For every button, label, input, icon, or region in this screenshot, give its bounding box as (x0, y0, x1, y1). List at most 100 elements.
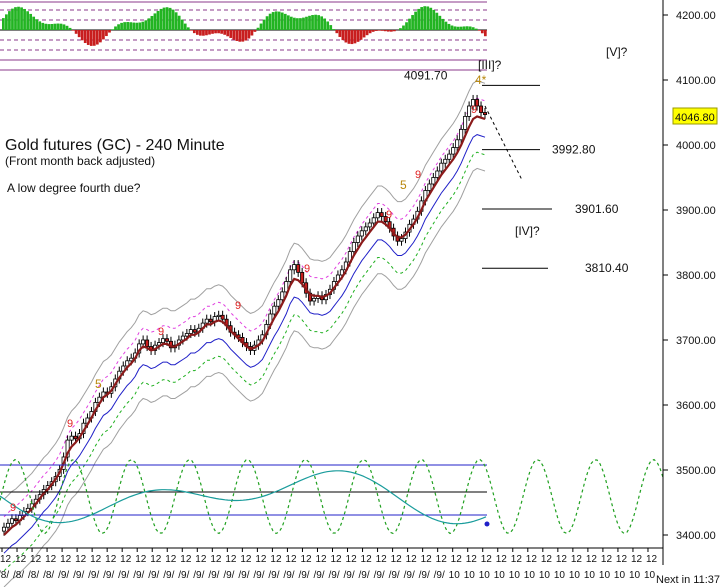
oscillator-bar (17, 6, 20, 31)
x-tick-label-2: 10 (494, 570, 506, 581)
oscillator-bar (335, 30, 339, 34)
oscillator-bar (450, 25, 454, 30)
oscillator-bar (326, 21, 330, 30)
count-9-f: 9 (386, 209, 392, 221)
footer-next: Next in 11:37 (656, 574, 720, 586)
oscillator-bar (211, 30, 214, 34)
oscillator-bar (202, 30, 205, 36)
oscillator-bar (438, 15, 442, 30)
oscillator-bar (147, 18, 151, 30)
oscillator-bar (329, 25, 333, 30)
oscillator-bar (232, 30, 236, 40)
chart-subtitle: (Front month back adjusted) (5, 154, 155, 168)
oscillator-bar (299, 18, 302, 30)
oscillator-bar (226, 30, 230, 37)
y-tick-label: 4100.00 (676, 75, 716, 87)
y-tick-label: 4200.00 (676, 10, 716, 22)
oscillator-bar (105, 30, 108, 37)
x-tick-label-2: /9/ (103, 570, 114, 581)
oscillator-bar (480, 30, 484, 34)
wave-label-4: 4* (475, 73, 487, 87)
oscillator-bar (262, 19, 266, 30)
wave-label-IV: [IV]? (515, 224, 540, 238)
level-label: 3810.40 (585, 261, 629, 275)
x-tick-label-2: /9/ (253, 570, 264, 581)
oscillator-bar (447, 23, 451, 30)
oscillator-bar (356, 30, 360, 42)
x-tick-label-2: /8/ (0, 570, 9, 581)
oscillator-bar (177, 15, 181, 30)
oscillator-bar (108, 30, 111, 33)
x-tick-label: 12 (15, 554, 27, 565)
oscillator-bar (123, 22, 126, 30)
oscillator-bar (47, 24, 51, 30)
oscillator-bar (65, 25, 69, 30)
x-tick-label: 12 (60, 554, 72, 565)
wave-label-III: [III]? (478, 58, 502, 72)
x-tick-label: 12 (541, 554, 553, 565)
candle-body (359, 230, 364, 237)
wave-label-5a: 5 (400, 178, 407, 192)
x-tick-label: 12 (270, 554, 282, 565)
candle-body (455, 139, 460, 149)
oscillator-bar (111, 29, 114, 30)
oscillator-bar (444, 21, 448, 30)
oscillator-bar (420, 7, 424, 30)
x-tick-label: 12 (421, 554, 433, 565)
oscillator-bar (50, 23, 54, 30)
oscillator-bar (229, 30, 233, 38)
oscillator-bar (462, 26, 466, 30)
candle-body (435, 170, 440, 178)
projection-line (484, 105, 523, 181)
oscillator-bar (468, 26, 472, 30)
oscillator-bar (386, 30, 390, 32)
count-9-b: 9 (67, 418, 73, 430)
candle-body (459, 128, 464, 141)
oscillator-bar (62, 24, 66, 30)
oscillator-bar (244, 30, 248, 41)
candle-body (184, 333, 189, 337)
oscillator-bar (350, 30, 354, 45)
cycle-actual-wave (0, 470, 487, 525)
oscillator-bar (186, 27, 190, 30)
oscillator-bar (44, 23, 48, 30)
oscillator-bar (332, 29, 336, 30)
oscillator-bar (317, 15, 320, 30)
x-tick-label-2: /9/ (268, 570, 279, 581)
band-line (3, 80, 486, 500)
candle-body (180, 335, 185, 341)
oscillator-bar (365, 30, 369, 36)
oscillator-bar (11, 8, 14, 30)
oscillator-bar (53, 23, 57, 30)
candle-body (467, 105, 472, 117)
cycle-panel (0, 458, 664, 535)
oscillator-bar (280, 12, 284, 30)
oscillator-bar (217, 30, 220, 34)
oscillator-bar (168, 7, 172, 31)
oscillator-bar (77, 30, 81, 38)
candle-body (351, 242, 356, 252)
band-line (3, 134, 486, 554)
cycle-endpoint (484, 521, 490, 527)
x-tick-label: 12 (496, 554, 508, 565)
x-tick-label-2: /9/ (389, 570, 400, 581)
oscillator-bar (314, 14, 317, 30)
candle-body (379, 212, 384, 217)
oscillator-bar (235, 30, 239, 41)
oscillator-bar (362, 30, 366, 38)
candle-body (312, 297, 317, 302)
oscillator-bar (459, 26, 463, 30)
oscillator-bar (341, 30, 345, 41)
oscillator-bar (302, 17, 305, 30)
x-tick-label: 12 (361, 554, 373, 565)
band-line (3, 167, 486, 587)
x-tick-label-2: /9/ (223, 570, 234, 581)
oscillator-bar (274, 11, 278, 30)
x-tick-label: 12 (315, 554, 327, 565)
x-tick-label-2: 10 (644, 570, 656, 581)
oscillator-bar (32, 16, 36, 30)
x-tick-label-2: /9/ (118, 570, 129, 581)
x-tick-label-2: /8/ (13, 570, 24, 581)
oscillator-bar (14, 7, 17, 30)
oscillator-bar (429, 7, 433, 31)
